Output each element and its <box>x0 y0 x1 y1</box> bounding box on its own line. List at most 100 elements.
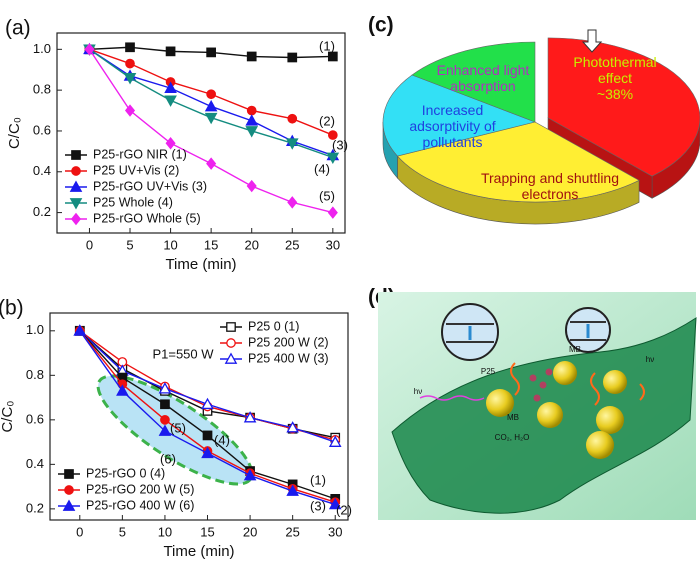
y-tick-label: 0.8 <box>26 367 44 382</box>
marker <box>84 43 95 56</box>
annotation: (5) <box>319 188 335 203</box>
marker <box>246 105 257 116</box>
x-tick-label: 0 <box>76 524 83 539</box>
legend-label: P25 Whole (4) <box>93 195 173 209</box>
marker <box>287 52 298 63</box>
legend-marker <box>69 180 83 192</box>
legend-label: P25-rGO UV+Vis (3) <box>93 179 207 193</box>
x-tick-label: 20 <box>243 524 257 539</box>
plot-frame <box>56 32 346 234</box>
marker <box>287 113 298 124</box>
legend-label: P25 0 (1) <box>248 319 299 333</box>
molecule <box>545 368 553 376</box>
molecule <box>539 381 547 389</box>
y-tick-label: 0.6 <box>26 411 44 426</box>
annotation: (4) <box>314 161 330 176</box>
x-tick-label: 15 <box>204 237 218 252</box>
legend-marker <box>70 212 82 226</box>
legend-label: P25 UV+Vis (2) <box>93 163 179 177</box>
molecule <box>529 374 537 382</box>
annotation: (3) <box>332 137 348 152</box>
marker <box>204 99 218 112</box>
marker <box>286 484 299 496</box>
marker <box>124 104 136 117</box>
legend-label: P25 400 W (3) <box>248 351 329 365</box>
slice-label: Increased adsorptivity of pollutants <box>390 102 515 150</box>
nanoparticle <box>596 406 624 434</box>
marker <box>246 179 257 193</box>
marker <box>327 130 338 140</box>
heat-wave <box>510 362 645 406</box>
panel-label: (c) <box>368 14 394 37</box>
annotation: (1) <box>310 472 326 487</box>
x-axis-label: Time (min) <box>165 256 236 273</box>
legend-label: P25-rGO 200 W (5) <box>86 482 194 496</box>
legend-marker <box>64 469 74 479</box>
legend-marker <box>69 198 83 210</box>
marker <box>201 446 214 459</box>
marker <box>123 73 137 85</box>
x-tick-label: 10 <box>158 524 172 539</box>
category-label: Trapping and shuttling electrons <box>480 170 620 202</box>
slice-label: Trapping and shuttling electrons <box>470 170 630 202</box>
y-axis-label: C/C₀ <box>0 400 16 432</box>
illustration-label: MB <box>507 413 519 422</box>
legend-label: P25-rGO 0 (4) <box>86 466 165 480</box>
legend-marker <box>62 499 76 511</box>
annotation: (4) <box>214 432 230 447</box>
x-tick-label: 5 <box>119 524 126 539</box>
y-axis-label: C/C₀ <box>6 117 23 149</box>
y-tick-label: 1.0 <box>26 322 44 337</box>
annotation: (3) <box>310 498 326 513</box>
category-label: Photothermal effect <box>573 54 657 86</box>
annotation: (6) <box>160 451 176 466</box>
slice <box>396 121 640 203</box>
plot-frame <box>49 312 349 521</box>
illustration-label: CO₂, H₂O <box>495 433 530 442</box>
legend-marker <box>224 352 238 364</box>
y-tick-label: 0.2 <box>33 204 51 219</box>
illustration-label: MB <box>569 345 581 354</box>
legend-label: P25-rGO 400 W (6) <box>86 498 194 512</box>
illustration-label: P25 <box>481 367 496 376</box>
nanoparticle <box>586 431 614 459</box>
marker <box>246 51 257 62</box>
molecule <box>533 394 541 402</box>
legend-marker <box>71 166 81 176</box>
value-label: ~38% <box>596 86 634 102</box>
annotation: (1) <box>319 38 335 53</box>
marker <box>202 430 213 441</box>
annotation: (5) <box>170 420 186 435</box>
marker <box>116 384 129 396</box>
x-tick-label: 5 <box>126 237 133 252</box>
panel-label: (b) <box>0 297 24 320</box>
x-tick-label: 20 <box>244 237 258 252</box>
legend-label: P25 200 W (2) <box>248 335 329 349</box>
panel-label: (a) <box>5 17 31 40</box>
marker <box>158 382 172 394</box>
marker <box>206 157 217 170</box>
legend-label: P25-rGO Whole (5) <box>93 211 201 225</box>
nanoparticle <box>537 402 563 428</box>
legend-marker <box>64 485 74 495</box>
marker <box>243 411 257 423</box>
slice <box>382 74 537 157</box>
annotation: (2) <box>336 502 352 517</box>
legend-marker <box>226 322 236 332</box>
marker <box>206 89 216 100</box>
x-tick-label: 25 <box>285 524 299 539</box>
slice-label: Enhanced light absorption <box>428 62 538 94</box>
marker <box>326 152 340 165</box>
marker <box>160 399 170 410</box>
marker <box>204 112 218 125</box>
marker <box>125 58 135 69</box>
x-axis-label: Time (min) <box>163 543 234 560</box>
marker <box>328 435 342 447</box>
nanoparticle <box>603 370 627 394</box>
y-tick-label: 0.4 <box>33 163 51 178</box>
marker <box>287 196 298 209</box>
marker <box>285 138 299 150</box>
marker <box>165 46 176 57</box>
marker <box>327 206 338 219</box>
